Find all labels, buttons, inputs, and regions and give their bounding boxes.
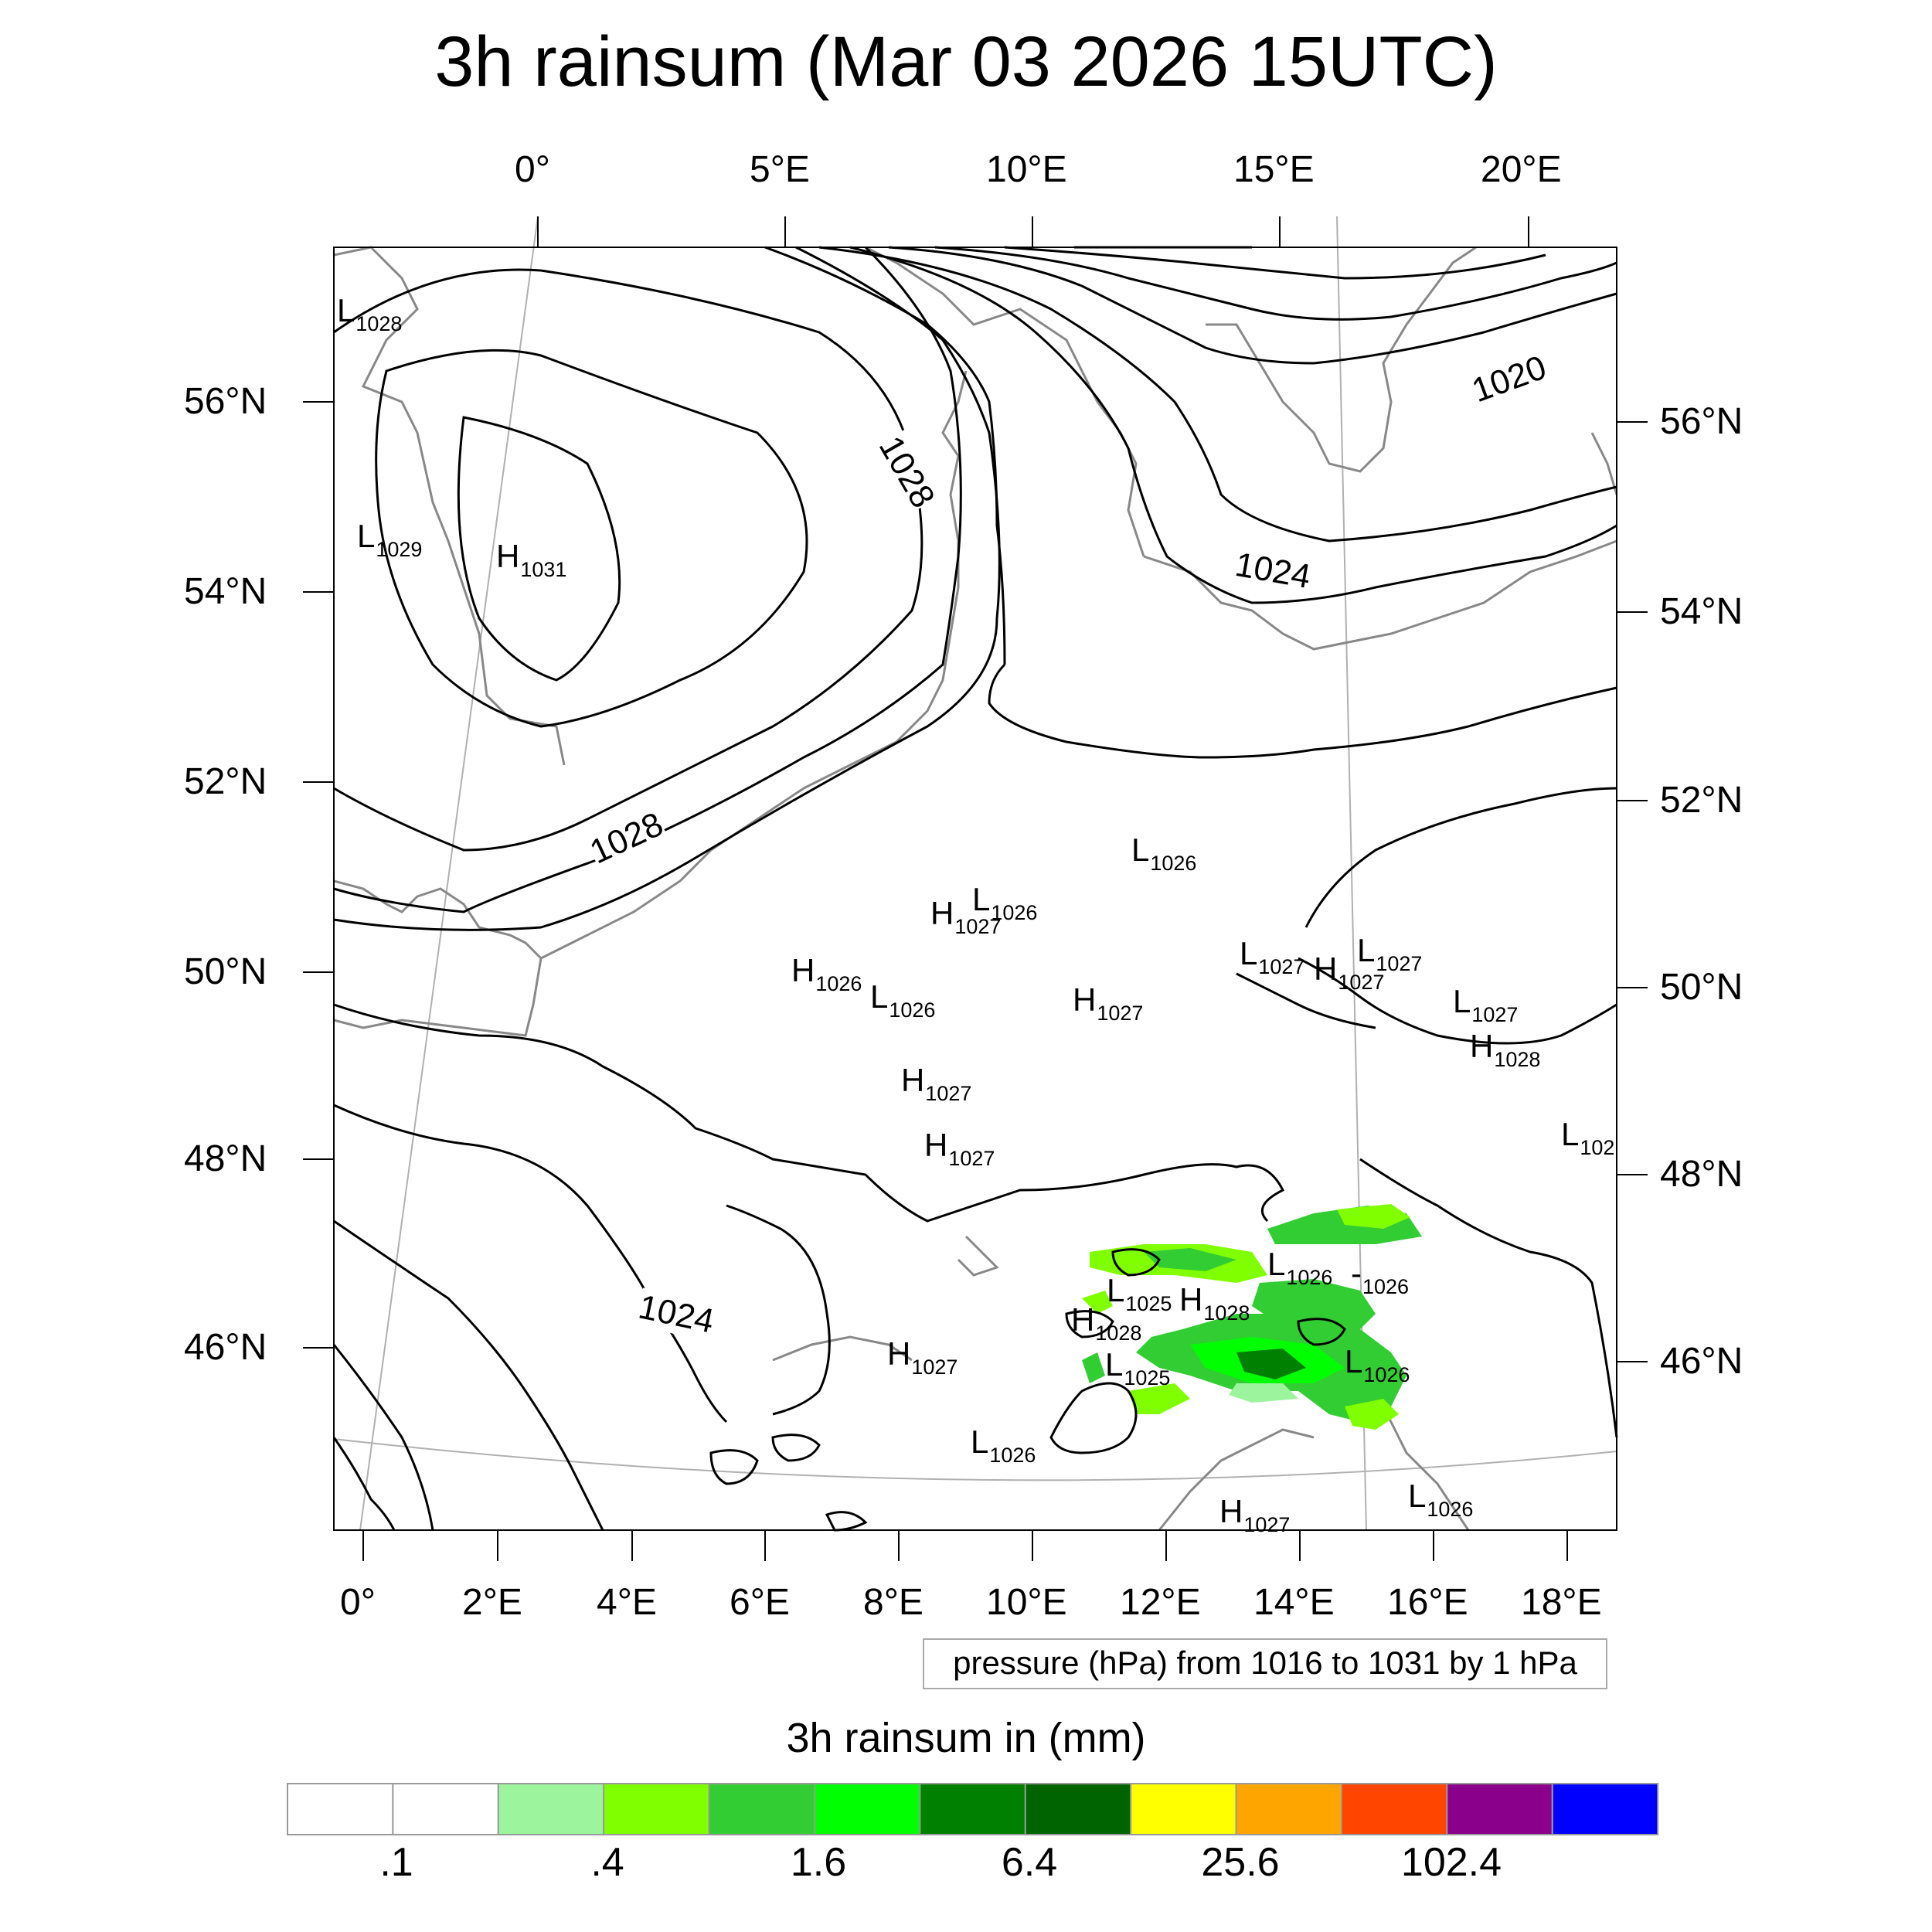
colorbar-swatch bbox=[603, 1783, 710, 1835]
pressure-center-label: H1028 bbox=[1470, 1028, 1541, 1071]
top-lon-label: 15°E bbox=[1233, 149, 1315, 190]
bottom-lon-label: 6°E bbox=[730, 1582, 790, 1623]
colorbar-label: .1 bbox=[379, 1840, 413, 1885]
colorbar-swatch bbox=[1551, 1783, 1659, 1835]
colorbar-swatch bbox=[392, 1783, 499, 1835]
bottom-lon-label: 0° bbox=[340, 1582, 376, 1623]
pressure-center-label: L1026 bbox=[1345, 1343, 1410, 1386]
colorbar-swatch bbox=[708, 1783, 815, 1835]
colorbar-swatch bbox=[1024, 1783, 1132, 1835]
right-lat-label: 52°N bbox=[1660, 780, 1743, 821]
colorbar-label: 25.6 bbox=[1201, 1840, 1280, 1885]
bottom-lon-label: 16°E bbox=[1387, 1582, 1468, 1623]
pressure-center-label: H1027 bbox=[887, 1335, 958, 1379]
pressure-center-label: L1025 bbox=[1105, 1346, 1171, 1389]
bottom-lon-label: 4°E bbox=[597, 1582, 657, 1623]
pressure-center-label: H1026 bbox=[791, 952, 862, 995]
colorbar-swatch bbox=[814, 1783, 921, 1835]
left-lat-label: 52°N bbox=[184, 761, 267, 802]
pressure-center-label: H1028 bbox=[1179, 1281, 1250, 1325]
left-lat-label: 56°N bbox=[184, 381, 267, 422]
colorbar-swatch bbox=[1446, 1783, 1553, 1835]
pressure-center-label: L1026 bbox=[972, 881, 1038, 924]
map-title: 3h rainsum (Mar 03 2026 15UTC) bbox=[434, 22, 1498, 101]
top-lon-label: 20°E bbox=[1481, 149, 1562, 190]
pressure-center-label: H1031 bbox=[496, 538, 567, 581]
contour-info-box: pressure (hPa) from 1016 to 1031 by 1 hP… bbox=[923, 1638, 1607, 1689]
pressure-center-label: L102 bbox=[1561, 1116, 1615, 1159]
right-lat-label: 56°N bbox=[1660, 401, 1743, 442]
pressure-center-label: H1027 bbox=[901, 1062, 972, 1105]
precipitation-field bbox=[1082, 1204, 1422, 1430]
colorbar-swatch bbox=[1130, 1783, 1237, 1835]
colorbar-swatch bbox=[497, 1783, 605, 1835]
pressure-center-label: ‐1026 bbox=[1351, 1255, 1410, 1298]
colorbar-label: 6.4 bbox=[1001, 1840, 1058, 1885]
right-lat-label: 54°N bbox=[1660, 591, 1743, 632]
colorbar-swatch bbox=[287, 1783, 394, 1835]
bottom-lon-label: 2°E bbox=[462, 1582, 522, 1623]
colorbar-label: 102.4 bbox=[1400, 1840, 1502, 1885]
pressure-center-label: L1026 bbox=[1408, 1478, 1474, 1521]
colorbar bbox=[287, 1783, 1659, 1835]
pressure-center-label: L1027 bbox=[1240, 935, 1305, 978]
pressure-center-label: L1028 bbox=[337, 292, 403, 335]
graticule bbox=[333, 216, 1617, 1531]
pressure-center-label: L1027 bbox=[1357, 932, 1423, 975]
right-lat-label: 48°N bbox=[1660, 1154, 1743, 1195]
plot-frame bbox=[333, 247, 1617, 1531]
left-lat-label: 46°N bbox=[184, 1327, 267, 1368]
colorbar-swatch bbox=[1235, 1783, 1342, 1835]
pressure-center-label: H1027 bbox=[1073, 981, 1144, 1025]
bottom-lon-label: 8°E bbox=[863, 1582, 923, 1623]
bottom-lon-label: 10°E bbox=[986, 1582, 1067, 1623]
top-lon-label: 5°E bbox=[750, 149, 810, 190]
left-lat-label: 48°N bbox=[184, 1138, 267, 1179]
pressure-center-label: H1027 bbox=[924, 1127, 995, 1170]
pressure-center-label: L1029 bbox=[357, 518, 423, 561]
pressure-center-label: L1026 bbox=[1131, 832, 1197, 875]
pressure-center-label: H1028 bbox=[1071, 1301, 1142, 1345]
top-lon-label: 10°E bbox=[986, 149, 1067, 190]
pressure-center-label: L1026 bbox=[1267, 1246, 1333, 1289]
right-lat-label: 50°N bbox=[1660, 967, 1743, 1008]
colorbar-swatch bbox=[1341, 1783, 1448, 1835]
pressure-center-label: L1025 bbox=[1107, 1272, 1172, 1315]
bottom-lon-label: 12°E bbox=[1120, 1582, 1201, 1623]
bottom-lon-label: 14°E bbox=[1253, 1582, 1335, 1623]
colorbar-label: 1.6 bbox=[790, 1840, 847, 1885]
left-lat-label: 54°N bbox=[184, 571, 267, 612]
pressure-center-label: L1026 bbox=[870, 978, 936, 1022]
pressure-center-label: H1027 bbox=[1314, 951, 1385, 994]
pressure-center-label: L1027 bbox=[1453, 983, 1519, 1026]
left-lat-label: 50°N bbox=[184, 951, 267, 992]
right-lat-label: 46°N bbox=[1660, 1341, 1743, 1382]
bottom-lon-label: 18°E bbox=[1521, 1582, 1602, 1623]
colorbar-title: 3h rainsum in (mm) bbox=[786, 1715, 1146, 1761]
pressure-center-label: H1027 bbox=[930, 895, 1002, 938]
pressure-center-label: H1027 bbox=[1219, 1493, 1291, 1536]
axis-ticks bbox=[303, 216, 1648, 1561]
pressure-center-label: L1026 bbox=[971, 1423, 1036, 1467]
top-lon-label: 0° bbox=[515, 149, 550, 190]
colorbar-label: .4 bbox=[590, 1840, 624, 1885]
colorbar-swatch bbox=[919, 1783, 1026, 1835]
